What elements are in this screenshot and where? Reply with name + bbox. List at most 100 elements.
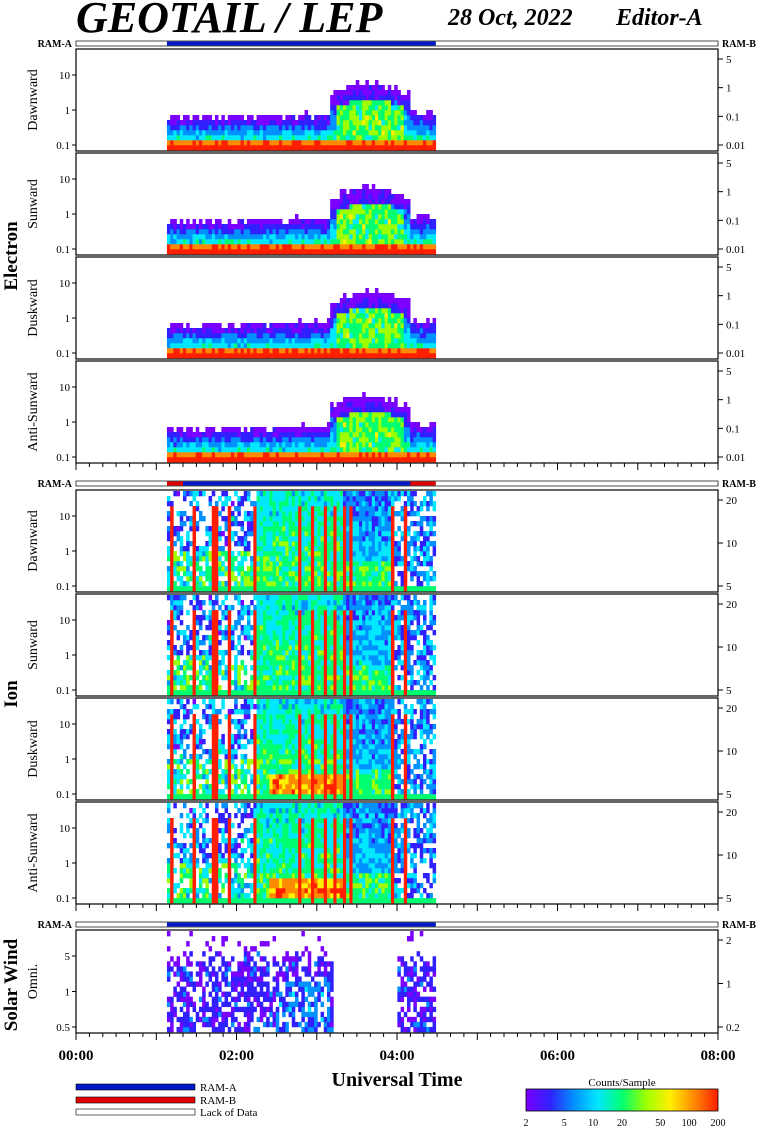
y-tick-right: 0.1 bbox=[726, 423, 740, 435]
panel-label: Sunward bbox=[26, 179, 41, 229]
ram-legend: RAM-A RAM-B Lack of Data bbox=[75, 1082, 258, 1119]
colorbar: Counts/Sample 2 5 10 20 50 100 200 bbox=[524, 1077, 726, 1128]
panel-ion-duskward: 10 1 0.1 20 10 5 Duskward bbox=[26, 697, 738, 801]
y-tick-right: 5 bbox=[726, 789, 732, 801]
y-tick-right: 2 bbox=[726, 935, 732, 947]
legend-swatch-ram-a bbox=[75, 1083, 196, 1091]
y-tick-right: 5 bbox=[726, 262, 732, 274]
y-tick-right: 1 bbox=[726, 83, 732, 95]
x-tick-label: 02:00 bbox=[219, 1048, 254, 1064]
y-tick-left: 0.1 bbox=[56, 140, 70, 152]
panel-label: Sunward bbox=[26, 620, 41, 670]
colorbar-tick: 200 bbox=[711, 1118, 726, 1128]
x-tick-label: 04:00 bbox=[380, 1048, 415, 1064]
ram-label-right: RAM-B bbox=[722, 920, 756, 931]
y-tick-right: 20 bbox=[726, 599, 738, 611]
colorbar-tick: 5 bbox=[562, 1118, 567, 1128]
spectrogram-cells bbox=[166, 491, 437, 592]
spectrogram-cells bbox=[166, 699, 437, 800]
panel-label: Duskward bbox=[26, 720, 41, 778]
panel-ion-sunward: 10 1 0.1 20 10 5 Sunward bbox=[26, 593, 738, 697]
panel-frame bbox=[75, 256, 719, 360]
panel-label: Dawnward bbox=[26, 510, 41, 571]
y-tick-left: 1 bbox=[65, 209, 71, 221]
colorbar-tick: 50 bbox=[655, 1118, 665, 1128]
y-tick-right: 10 bbox=[726, 850, 738, 862]
colorbar-tick: 20 bbox=[617, 1118, 627, 1128]
panel-solar-wind-omni-: 5 1 0.5 2 1 0.2 Omni. bbox=[26, 929, 740, 1034]
y-tick-left: 1 bbox=[65, 650, 71, 662]
colorbar-tick: 100 bbox=[682, 1118, 697, 1128]
chart-editor: Editor-A bbox=[615, 5, 703, 31]
ram-segment bbox=[183, 481, 411, 486]
y-tick-left: 5 bbox=[65, 951, 71, 963]
y-tick-right: 10 bbox=[726, 642, 738, 654]
spectrogram-cells bbox=[166, 595, 437, 696]
ram-label-left: RAM-A bbox=[38, 39, 73, 50]
y-tick-left: 0.1 bbox=[56, 452, 70, 464]
y-tick-right: 0.01 bbox=[726, 140, 745, 152]
y-tick-right: 1 bbox=[726, 187, 732, 199]
spectrogram-cells bbox=[166, 392, 437, 463]
panel-electron-dawnward: 10 1 0.1 5 1 0.1 0.01 Dawnward bbox=[26, 48, 745, 152]
legend-label-ram-a: RAM-A bbox=[200, 1082, 237, 1094]
panel-frame bbox=[75, 152, 719, 256]
y-tick-left: 10 bbox=[59, 278, 71, 290]
y-tick-left: 0.1 bbox=[56, 685, 70, 697]
y-tick-left: 10 bbox=[59, 70, 71, 82]
y-tick-right: 0.2 bbox=[726, 1022, 740, 1034]
y-tick-right: 1 bbox=[726, 395, 732, 407]
colorbar-gradient bbox=[525, 1088, 719, 1112]
legend-label-lack-of-data: Lack of Data bbox=[200, 1107, 258, 1119]
ram-segment bbox=[166, 922, 436, 927]
y-tick-right: 0.01 bbox=[726, 452, 745, 464]
panel-frame bbox=[75, 48, 719, 152]
group-label-solar-wind: Solar Wind bbox=[1, 938, 22, 1031]
legend-label-ram-b: RAM-B bbox=[200, 1095, 236, 1107]
y-tick-left: 0.1 bbox=[56, 581, 70, 593]
y-tick-right: 10 bbox=[726, 746, 738, 758]
x-tick-label: 00:00 bbox=[59, 1048, 94, 1064]
y-tick-left: 0.1 bbox=[56, 789, 70, 801]
legend-swatch-ram-b bbox=[75, 1096, 196, 1104]
y-tick-right: 0.1 bbox=[726, 111, 740, 123]
y-tick-left: 10 bbox=[59, 174, 71, 186]
spectrogram-cells bbox=[166, 80, 437, 151]
ram-segment bbox=[166, 41, 436, 46]
y-tick-right: 0.01 bbox=[726, 348, 745, 360]
ram-label-left: RAM-A bbox=[38, 920, 73, 931]
y-tick-left: 1 bbox=[65, 417, 71, 429]
y-tick-right: 1 bbox=[726, 979, 732, 991]
y-tick-left: 10 bbox=[59, 823, 71, 835]
panel-frame bbox=[75, 489, 719, 593]
colorbar-tick: 2 bbox=[524, 1118, 529, 1128]
y-tick-left: 10 bbox=[59, 511, 71, 523]
y-tick-right: 0.1 bbox=[726, 215, 740, 227]
y-tick-left: 0.5 bbox=[56, 1022, 70, 1034]
x-axis-label: Universal Time bbox=[332, 1069, 463, 1091]
panel-electron-duskward: 10 1 0.1 5 1 0.1 0.01 Duskward bbox=[26, 256, 745, 360]
y-tick-left: 0.1 bbox=[56, 348, 70, 360]
y-tick-right: 5 bbox=[726, 893, 732, 905]
panel-ion-dawnward: 10 1 0.1 20 10 5 Dawnward bbox=[26, 489, 738, 593]
y-tick-left: 1 bbox=[65, 987, 71, 999]
y-tick-left: 1 bbox=[65, 546, 71, 558]
y-tick-right: 0.1 bbox=[726, 319, 740, 331]
y-tick-right: 1 bbox=[726, 291, 732, 303]
y-tick-left: 1 bbox=[65, 858, 71, 870]
y-tick-right: 5 bbox=[726, 54, 732, 66]
y-tick-right: 20 bbox=[726, 495, 738, 507]
time-axis: 00:00 02:00 04:00 06:00 08:00 bbox=[59, 463, 736, 1064]
panel-label: Dawnward bbox=[26, 69, 41, 130]
y-tick-left: 0.1 bbox=[56, 893, 70, 905]
y-tick-right: 20 bbox=[726, 703, 738, 715]
y-tick-right: 5 bbox=[726, 581, 732, 593]
x-tick-label: 08:00 bbox=[701, 1048, 736, 1064]
colorbar-tick: 10 bbox=[588, 1118, 598, 1128]
y-tick-right: 5 bbox=[726, 158, 732, 170]
panel-electron-sunward: 10 1 0.1 5 1 0.1 0.01 Sunward bbox=[26, 152, 745, 256]
panel-label: Omni. bbox=[26, 964, 41, 999]
panel-frame bbox=[75, 697, 719, 801]
ram-status-bars: RAM-A RAM-B RAM-A RAM-B RAM-A RAM-B bbox=[38, 39, 757, 931]
colorbar-ticks: 2 5 10 20 50 100 200 bbox=[524, 1118, 726, 1128]
